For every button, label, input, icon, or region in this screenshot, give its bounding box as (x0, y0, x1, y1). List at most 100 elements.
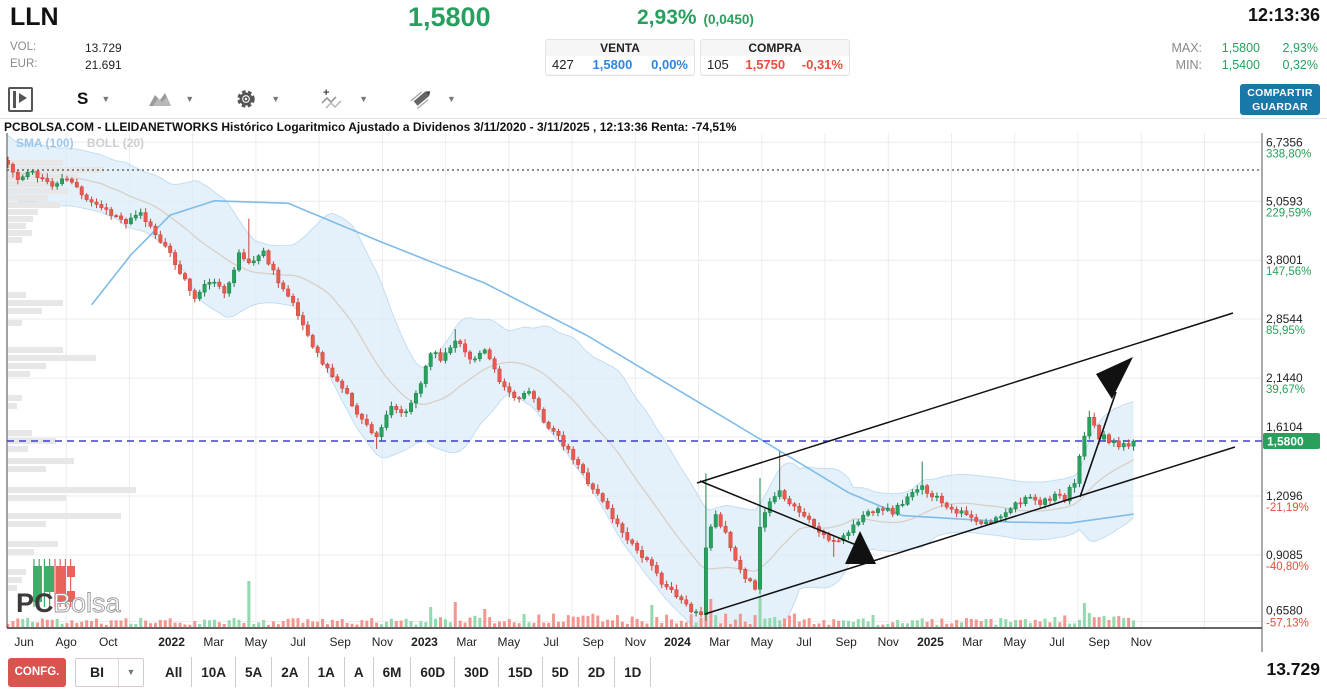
chevron-down-icon: ▼ (447, 94, 456, 104)
period-button-all[interactable]: All (156, 657, 193, 687)
svg-text:0,9085: 0,9085 (1266, 548, 1303, 562)
chevron-down-icon: ▼ (271, 94, 281, 104)
chart-toolbar: S ▼ ▼ ▼ + ▼ (8, 84, 470, 114)
svg-text:Sep: Sep (330, 635, 352, 649)
svg-text:+: + (323, 87, 329, 99)
eur-label: EUR: (10, 58, 38, 70)
venta-box: VENTA 427 1,5800 0,00% (545, 39, 695, 76)
svg-text:1,5800: 1,5800 (1267, 435, 1304, 449)
svg-text:Ago: Ago (55, 635, 77, 649)
period-button-10a[interactable]: 10A (192, 657, 237, 687)
compra-pct: -0,31% (801, 57, 843, 72)
candle-type-value: BI (76, 658, 119, 686)
svg-text:0,6580: 0,6580 (1266, 603, 1303, 617)
period-button-6m[interactable]: 6M (373, 657, 412, 687)
share-save-button[interactable]: COMPARTIR GUARDAR (1240, 84, 1320, 115)
draw-tools-menu[interactable]: ▼ (408, 88, 456, 110)
svg-text:338,80%: 338,80% (1266, 148, 1311, 160)
volume-row: VOL: 13.729 (10, 41, 160, 56)
svg-text:-21,19%: -21,19% (1266, 502, 1309, 514)
svg-text:Nov: Nov (625, 635, 646, 649)
chevron-down-icon: ▼ (101, 94, 111, 104)
venta-pct: 0,00% (651, 57, 688, 72)
period-button-2d[interactable]: 2D (578, 657, 616, 687)
chevron-down-icon: ▼ (359, 94, 369, 104)
svg-text:Oct: Oct (99, 635, 118, 649)
svg-text:2022: 2022 (158, 635, 185, 649)
min-label: MIN: (1175, 58, 1202, 72)
svg-text:Jun: Jun (14, 635, 33, 649)
legend-sma[interactable]: SMA (100) (16, 136, 74, 150)
bollinger-band (7, 135, 1134, 628)
trend-annotations[interactable] (696, 312, 1236, 615)
svg-text:PC: PC (16, 588, 54, 618)
svg-text:2023: 2023 (411, 635, 438, 649)
max-price: 1,5800 (1221, 41, 1260, 55)
svg-text:Mar: Mar (456, 635, 477, 649)
svg-text:Mar: Mar (709, 635, 730, 649)
svg-text:1,6104: 1,6104 (1266, 420, 1303, 434)
svg-text:Sep: Sep (582, 635, 604, 649)
panel-toggle-button[interactable] (8, 86, 41, 112)
svg-text:39,67%: 39,67% (1266, 384, 1305, 396)
interval-label: S (77, 89, 89, 108)
area-chart-icon (149, 93, 172, 106)
period-button-60d[interactable]: 60D (411, 657, 456, 687)
chart-type-selector[interactable]: ▼ (148, 90, 194, 108)
settings-menu[interactable]: ▼ (234, 87, 280, 111)
period-button-1a[interactable]: 1A (308, 657, 345, 687)
period-button-2a[interactable]: 2A (272, 657, 309, 687)
svg-text:85,95%: 85,95% (1266, 325, 1305, 337)
min-price: 1,5400 (1221, 58, 1260, 72)
chevron-down-icon: ▼ (126, 666, 136, 677)
period-buttons: All 10A 5A 2A 1A A 6M 60D 30D 15D 5D 2D 1D (156, 657, 652, 687)
period-button-1d[interactable]: 1D (615, 657, 652, 687)
ticker-symbol: LLN (10, 3, 59, 31)
volume-counter: 13.729 (1266, 659, 1320, 679)
bottom-toolbar: CONFG. BI ▼ All 10A 5A 2A 1A A 6M 60D 30D 15D 5D 2D… (8, 657, 652, 687)
watermark-logo: PC Bolsa (16, 559, 122, 618)
svg-text:2025: 2025 (917, 635, 944, 649)
config-button[interactable]: CONFG. (8, 657, 66, 687)
period-button-5d[interactable]: 5D (542, 657, 579, 687)
add-indicator-icon: + (321, 87, 342, 109)
chart-title: PCBOLSA.COM - LLEIDANETWORKS Histórico L… (4, 120, 737, 134)
svg-text:Mar: Mar (203, 635, 224, 649)
svg-text:Nov: Nov (878, 635, 899, 649)
period-button-30d[interactable]: 30D (455, 657, 499, 687)
svg-text:5,0593: 5,0593 (1266, 194, 1303, 208)
panel-play-icon (8, 86, 33, 112)
svg-text:Mar: Mar (962, 635, 983, 649)
svg-text:Jul: Jul (543, 635, 558, 649)
period-button-15d[interactable]: 15D (498, 657, 543, 687)
min-pct: 0,32% (1282, 58, 1318, 72)
vol-label: VOL: (10, 41, 37, 53)
eur-value: 21.691 (85, 58, 122, 72)
venta-price: 1,5800 (592, 57, 633, 72)
legend-boll[interactable]: BOLL (20) (86, 136, 145, 150)
svg-text:Jul: Jul (796, 635, 811, 649)
min-row: MIN: 1,5400 0,32% (1162, 58, 1320, 72)
period-button-5a[interactable]: 5A (236, 657, 273, 687)
svg-text:Jul: Jul (290, 635, 305, 649)
interval-selector[interactable]: S ▼ (55, 89, 110, 109)
add-indicator-menu[interactable]: + ▼ (320, 87, 368, 111)
max-pct: 2,93% (1282, 41, 1318, 55)
clock: 12:13:36 (1247, 5, 1320, 25)
svg-text:147,56%: 147,56% (1266, 266, 1311, 278)
change-block: 2,93% (0,0450) (637, 6, 754, 30)
svg-text:Nov: Nov (1131, 635, 1152, 649)
svg-text:6,7356: 6,7356 (1266, 135, 1303, 149)
price-level-lines (7, 169, 1262, 442)
change-absolute: (0,0450) (703, 12, 754, 27)
svg-text:Bolsa: Bolsa (53, 588, 122, 618)
candle-type-select[interactable]: BI ▼ (75, 657, 144, 687)
svg-text:2,8544: 2,8544 (1266, 312, 1303, 326)
svg-text:May: May (245, 635, 268, 649)
header-divider (0, 118, 1327, 119)
share-label: COMPARTIR (1247, 87, 1313, 99)
period-button-a[interactable]: A (344, 657, 374, 687)
compra-count: 105 (707, 57, 729, 72)
